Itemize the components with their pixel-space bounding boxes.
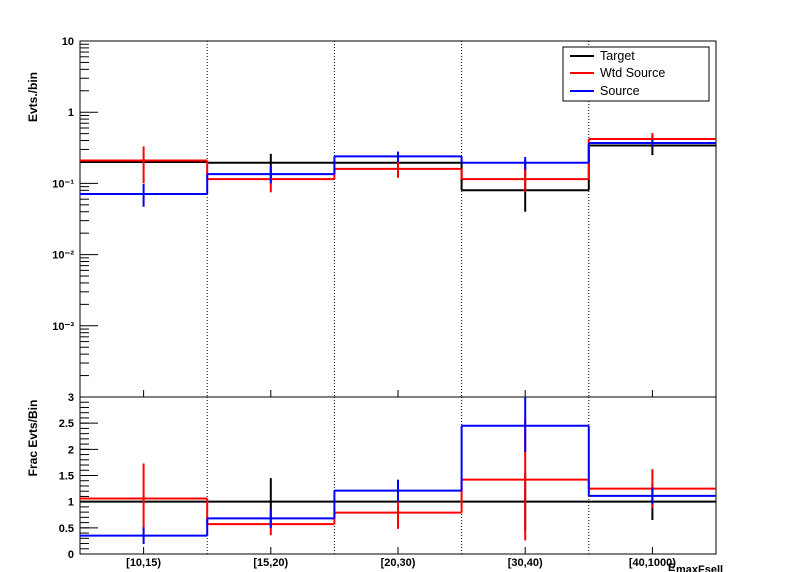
x-category-label: [20,30) <box>381 557 416 569</box>
x-category-label: [15,20) <box>253 557 288 569</box>
top-y-tick-label: 10⁻¹ <box>52 178 74 190</box>
bottom-y-axis-title: Frac Evts/Bin <box>26 400 40 477</box>
legend: Target Wtd Source Source <box>562 46 710 102</box>
top-y-axis-title: Evts./bin <box>26 72 40 122</box>
x-category-label: [10,15) <box>126 557 161 569</box>
legend-label-wtd-source: Wtd Source <box>600 66 665 80</box>
bottom-y-tick-label: 0.5 <box>59 523 74 535</box>
bottom-panel: 0 0.5 1 1.5 2 2.5 3 <box>59 392 717 561</box>
top-y-tick-label: 10⁻² <box>52 250 74 262</box>
top-y-tick-label: 10 <box>62 36 74 48</box>
bottom-series-source <box>80 397 716 545</box>
x-category-label: [30,40) <box>508 557 543 569</box>
bottom-y-tick-label: 2 <box>68 444 74 456</box>
x-axis-title-subscript: maxFsell <box>676 564 723 572</box>
x-axis-title-main: E <box>668 562 675 572</box>
top-series-source <box>80 139 716 207</box>
bottom-y-tick-label: 1 <box>68 497 74 509</box>
bottom-y-tick-label: 3 <box>68 392 74 404</box>
top-y-tick-label: 1 <box>68 107 74 119</box>
legend-label-target: Target <box>600 49 635 63</box>
top-panel: 10 1 10⁻¹ 10⁻² 10⁻³ <box>52 36 717 398</box>
x-axis-title: E maxFsell <box>668 562 723 572</box>
legend-label-source: Source <box>600 84 640 98</box>
top-y-tick-label: 10⁻³ <box>52 321 74 333</box>
bottom-y-tick-label: 2.5 <box>59 418 74 430</box>
bottom-y-tick-label: 1.5 <box>59 471 74 483</box>
x-category-label: [40,1000) <box>629 557 676 569</box>
bottom-y-tick-label: 0 <box>68 549 74 561</box>
